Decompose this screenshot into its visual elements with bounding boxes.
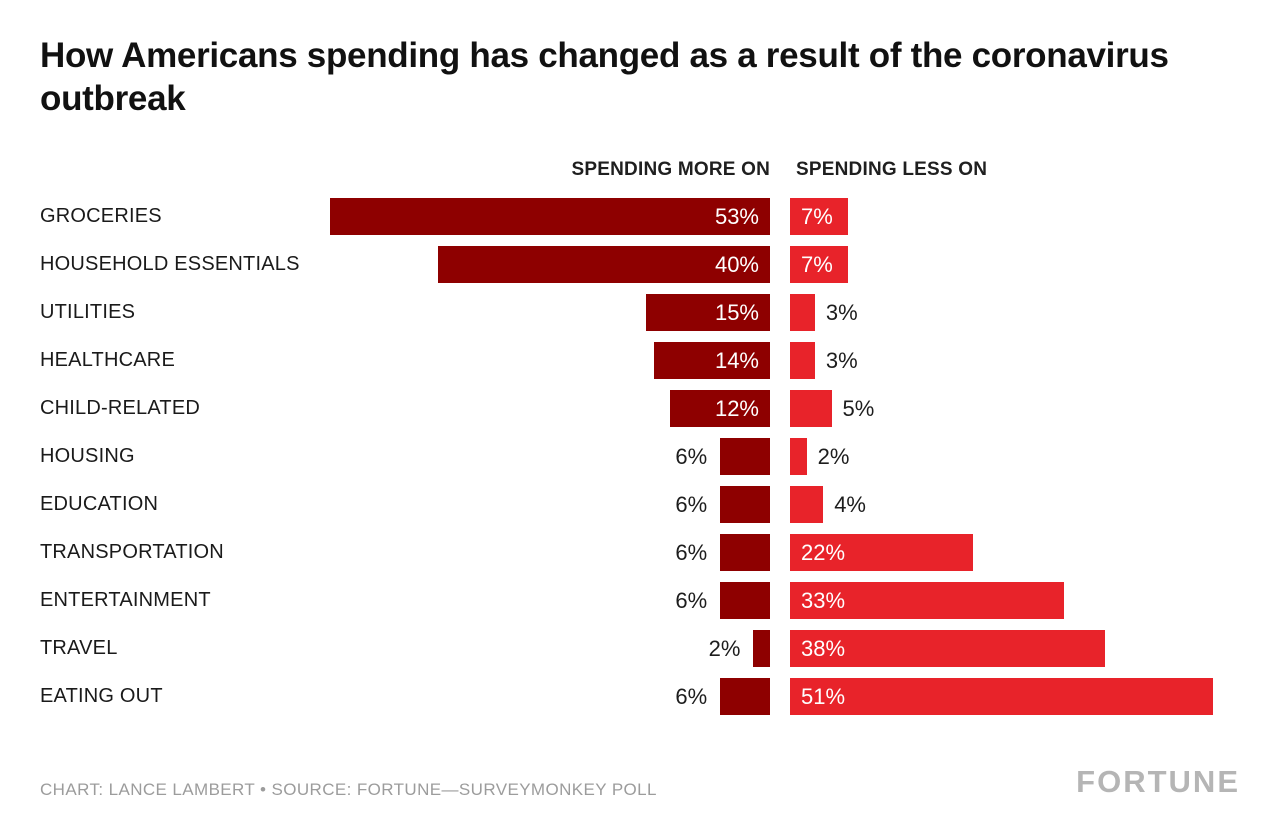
spending-more-zone: 2%: [330, 630, 770, 668]
spending-less-zone: 7%: [790, 198, 1220, 236]
value-label: 38%: [801, 635, 846, 661]
spending-more-zone: 6%: [330, 438, 770, 476]
chart-row: UTILITIES 15% 3%: [40, 289, 1240, 337]
category-label: HEALTHCARE: [40, 349, 175, 372]
value-label: 6%: [675, 491, 708, 517]
value-label: 7%: [801, 203, 833, 229]
value-label: 51%: [801, 683, 846, 709]
spending-less-zone: 5%: [790, 390, 1220, 428]
value-label: 12%: [714, 395, 759, 421]
spending-less-bar: 7%: [790, 246, 849, 284]
value-label: 6%: [675, 683, 708, 709]
spending-more-zone: 6%: [330, 534, 770, 572]
category-label: TRANSPORTATION: [40, 541, 224, 564]
spending-more-zone: 6%: [330, 582, 770, 620]
spending-more-zone: 6%: [330, 486, 770, 524]
spending-more-zone: 15%: [330, 294, 770, 332]
value-label: 5%: [842, 395, 875, 421]
value-label: 6%: [675, 587, 708, 613]
spending-less-bar: [790, 486, 824, 524]
column-header-spending-less: SPENDING LESS ON: [796, 158, 988, 180]
spending-less-zone: 2%: [790, 438, 1220, 476]
spending-less-bar: [790, 294, 815, 332]
spending-less-zone: 22%: [790, 534, 1220, 572]
chart-row: EDUCATION 6% 4%: [40, 481, 1240, 529]
spending-more-bar: [720, 582, 770, 620]
value-label: 2%: [708, 635, 741, 661]
category-label: CHILD-RELATED: [40, 397, 201, 420]
value-label: 33%: [801, 587, 846, 613]
spending-less-bar: 22%: [790, 534, 973, 572]
category-label: UTILITIES: [40, 301, 136, 324]
value-label: 6%: [675, 539, 708, 565]
spending-more-bar: [753, 630, 770, 668]
fortune-logo: FORTUNE: [1076, 764, 1240, 799]
chart-row: CHILD-RELATED 12% 5%: [40, 385, 1240, 433]
spending-more-bar: 40%: [438, 246, 770, 284]
spending-less-zone: 38%: [790, 630, 1220, 668]
chart-row: GROCERIES 53% 7%: [40, 193, 1240, 241]
spending-more-bar: [720, 438, 770, 476]
spending-more-zone: 40%: [330, 246, 770, 284]
spending-more-zone: 53%: [330, 198, 770, 236]
spending-less-bar: [790, 438, 807, 476]
spending-more-zone: 6%: [330, 678, 770, 716]
value-label: 4%: [834, 491, 866, 517]
spending-more-bar: 12%: [670, 390, 770, 428]
value-label: 2%: [817, 443, 850, 469]
category-label: ENTERTAINMENT: [40, 589, 211, 612]
page-title: How Americans spending has changed as a …: [40, 36, 1169, 119]
chart-row: HEALTHCARE 14% 3%: [40, 337, 1240, 385]
value-label: 7%: [801, 251, 833, 277]
spending-less-zone: 3%: [790, 342, 1220, 380]
column-header-spending-more: SPENDING MORE ON: [571, 158, 770, 180]
category-label: EATING OUT: [40, 685, 163, 708]
spending-more-zone: 14%: [330, 342, 770, 380]
spending-less-bar: 38%: [790, 630, 1106, 668]
chart-row: HOUSING 6% 2%: [40, 433, 1240, 481]
spending-less-bar: 7%: [790, 198, 849, 236]
spending-less-zone: 51%: [790, 678, 1220, 716]
spending-less-bar: [790, 390, 832, 428]
value-label: 15%: [714, 299, 759, 325]
value-label: 40%: [714, 251, 759, 277]
chart-row: ENTERTAINMENT 6% 33%: [40, 577, 1240, 625]
spending-less-zone: 7%: [790, 246, 1220, 284]
spending-less-bar: 51%: [790, 678, 1214, 716]
value-label: 3%: [825, 299, 858, 325]
spending-more-bar: [720, 678, 770, 716]
spending-more-bar: [720, 486, 770, 524]
spending-more-bar: [720, 534, 770, 572]
spending-less-bar: 33%: [790, 582, 1064, 620]
value-label: 14%: [714, 347, 759, 373]
category-label: HOUSING: [40, 445, 135, 468]
bar-chart: GROCERIES 53% 7% HOUSEHOLD ESSENTIALS 40% 7% U…: [40, 193, 1240, 721]
value-label: 53%: [714, 203, 759, 229]
column-headers: SPENDING MORE ON SPENDING LESS ON: [40, 159, 1240, 181]
spending-more-bar: 53%: [330, 198, 770, 236]
value-label: 3%: [825, 347, 858, 373]
chart-row: TRANSPORTATION 6% 22%: [40, 529, 1240, 577]
value-label: 6%: [675, 443, 708, 469]
chart-row: HOUSEHOLD ESSENTIALS 40% 7%: [40, 241, 1240, 289]
spending-less-zone: 4%: [790, 486, 1220, 524]
spending-less-bar: [790, 342, 815, 380]
spending-less-zone: 33%: [790, 582, 1220, 620]
chart-row: TRAVEL 2% 38%: [40, 625, 1240, 673]
category-label: TRAVEL: [40, 637, 118, 660]
spending-more-bar: 14%: [653, 342, 770, 380]
value-label: 22%: [801, 539, 846, 565]
spending-less-zone: 3%: [790, 294, 1220, 332]
footer: CHART: LANCE LAMBERT • SOURCE: FORTUNE—S…: [40, 764, 1240, 800]
spending-more-zone: 12%: [330, 390, 770, 428]
spending-more-bar: 15%: [645, 294, 770, 332]
footer-credit: CHART: LANCE LAMBERT • SOURCE: FORTUNE—S…: [40, 780, 657, 799]
category-label: GROCERIES: [40, 205, 162, 228]
category-label: EDUCATION: [40, 493, 159, 516]
chart-row: EATING OUT 6% 51%: [40, 673, 1240, 721]
category-label: HOUSEHOLD ESSENTIALS: [40, 253, 300, 276]
